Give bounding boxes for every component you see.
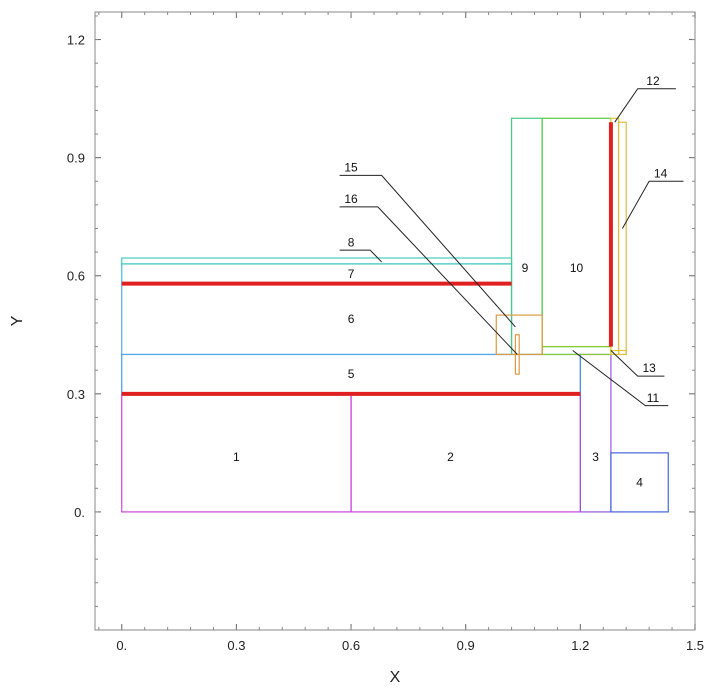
callout-label-16: 16 [344,192,358,206]
x-axis-title: X [390,669,401,686]
callout-label-15: 15 [344,160,358,174]
callout-leader-15 [339,174,516,328]
y-tick-label: 0.6 [67,269,85,284]
callout-label-8: 8 [348,235,355,249]
y-tick-label: 0.3 [67,387,85,402]
region-14 [617,121,627,356]
region-label-7: 7 [348,267,355,281]
region-label-1: 1 [233,450,240,464]
y-tick-label: 0.9 [67,151,85,166]
region-label-5: 5 [348,367,355,381]
region-3 [579,353,612,513]
callout-label-13: 13 [642,361,656,375]
region-16 [514,334,520,375]
callout-label-14: 14 [654,166,668,180]
plot-frame [94,11,696,631]
callout-label-11: 11 [647,391,660,405]
region-label-6: 6 [348,312,355,326]
x-tick-label: 0.6 [342,638,360,653]
region-6 [121,283,513,356]
y-tick-label: 1.2 [67,33,85,48]
callout-leader-11 [572,350,669,407]
x-tick-label: 0.9 [457,638,475,653]
region-10 [541,117,612,348]
region-4 [610,452,669,513]
callout-leader-8 [339,249,382,263]
x-tick-label: 1.2 [571,638,589,653]
plot-border [94,11,696,631]
x-tick-label: 1.5 [686,638,704,653]
region-2 [350,393,581,513]
callout-label-12: 12 [646,74,660,88]
x-tick-label: 0.3 [227,638,245,653]
callout-leader-16 [339,206,518,355]
region-label-3: 3 [592,450,599,464]
region-label-9: 9 [522,261,529,275]
red-lines [121,122,613,396]
region-label-10: 10 [570,261,584,275]
y-axis-title: Y [9,315,26,326]
region-9 [510,117,543,356]
region-label-4: 4 [636,475,643,489]
x-tick-label: 0. [116,638,127,653]
callout-leader-12 [614,88,676,123]
region-7 [121,263,513,285]
callouts [339,88,684,407]
region-8 [121,257,513,265]
regions [121,117,669,513]
ticks: 0. 0.3 0.6 0.9 1.2 1.5 0. 0.3 0.6 0.9 1.2 [67,12,704,653]
region-label-2: 2 [447,450,454,464]
callout-leader-14 [621,180,684,229]
y-tick-label: 0. [74,505,85,520]
callout-leader-13 [610,350,665,377]
